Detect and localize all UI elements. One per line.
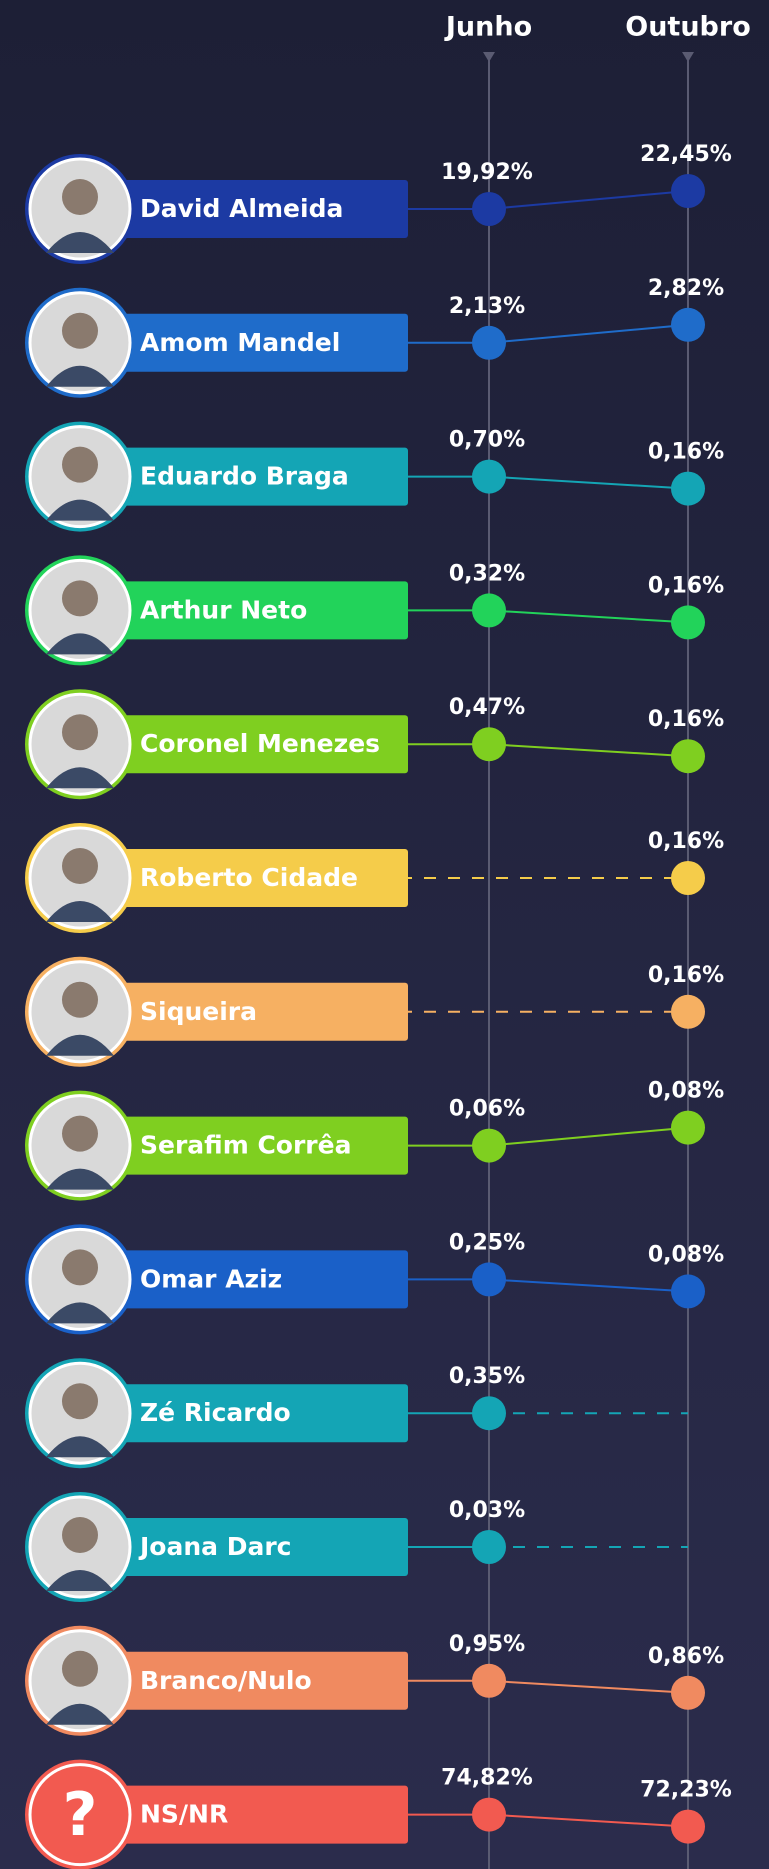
value-dot xyxy=(671,1274,705,1308)
value-label: 0,35% xyxy=(449,1364,525,1389)
value-label: 0,70% xyxy=(449,428,525,453)
candidate-name: Roberto Cidade xyxy=(140,863,358,892)
value-label: 0,16% xyxy=(648,440,724,465)
value-dot xyxy=(472,727,506,761)
value-label: 0,32% xyxy=(449,561,525,586)
value-dot xyxy=(671,308,705,342)
value-dot xyxy=(671,472,705,506)
value-dot xyxy=(472,1396,506,1430)
value-dot xyxy=(472,1664,506,1698)
candidate-name: Joana Darc xyxy=(138,1532,292,1561)
value-dot xyxy=(472,326,506,360)
avatar-head xyxy=(62,1651,98,1687)
page: Junho Outubro David Almeida 19,92% 22,45% Amo… xyxy=(0,0,769,1869)
avatar-head xyxy=(62,447,98,483)
column-header: Outubro xyxy=(625,12,751,43)
value-label: 0,08% xyxy=(648,1079,724,1104)
candidate-name: Omar Aziz xyxy=(140,1264,282,1293)
candidate-name: Eduardo Braga xyxy=(140,462,349,491)
value-label: 0,25% xyxy=(449,1230,525,1255)
value-label: 0,86% xyxy=(648,1644,724,1669)
value-label: 22,45% xyxy=(640,142,732,167)
candidate-name: Zé Ricardo xyxy=(140,1398,291,1427)
candidate-name: NS/NR xyxy=(140,1800,228,1829)
avatar-head xyxy=(62,982,98,1018)
candidate-name: David Almeida xyxy=(140,194,343,223)
value-dot xyxy=(671,1111,705,1145)
avatar-head xyxy=(62,848,98,884)
avatar-head xyxy=(62,580,98,616)
avatar-head xyxy=(62,313,98,349)
value-label: 0,95% xyxy=(449,1632,525,1657)
value-label: 72,23% xyxy=(640,1778,732,1803)
chart: Junho Outubro David Almeida 19,92% 22,45% Amo… xyxy=(0,0,769,1869)
value-dot xyxy=(671,174,705,208)
avatar-head xyxy=(62,714,98,750)
candidate-name: Amom Mandel xyxy=(140,328,340,357)
value-dot xyxy=(671,995,705,1029)
value-label: 0,47% xyxy=(449,695,525,720)
value-label: 19,92% xyxy=(441,160,533,185)
avatar-icon: ? xyxy=(63,1780,98,1850)
value-label: 0,16% xyxy=(648,829,724,854)
value-label: 74,82% xyxy=(441,1766,533,1791)
value-label: 0,16% xyxy=(648,963,724,988)
value-label: 2,13% xyxy=(449,294,525,319)
value-dot xyxy=(472,1798,506,1832)
value-label: 0,16% xyxy=(648,573,724,598)
value-dot xyxy=(671,861,705,895)
avatar-head xyxy=(62,1517,98,1553)
value-label: 0,16% xyxy=(648,707,724,732)
avatar-head xyxy=(62,1383,98,1419)
avatar-head xyxy=(62,1249,98,1285)
candidate-name: Coronel Menezes xyxy=(140,729,380,758)
value-dot xyxy=(671,605,705,639)
value-label: 0,08% xyxy=(648,1242,724,1267)
column-header: Junho xyxy=(444,12,532,43)
value-label: 2,82% xyxy=(648,276,724,301)
value-dot xyxy=(472,1530,506,1564)
value-dot xyxy=(472,192,506,226)
candidate-name: Arthur Neto xyxy=(140,595,307,624)
value-dot xyxy=(671,739,705,773)
value-dot xyxy=(472,1129,506,1163)
value-dot xyxy=(472,593,506,627)
avatar-head xyxy=(62,179,98,215)
value-label: 0,03% xyxy=(449,1498,525,1523)
candidate-name: Siqueira xyxy=(140,997,257,1026)
value-dot xyxy=(472,460,506,494)
candidate-name: Serafim Corrêa xyxy=(140,1131,351,1160)
value-dot xyxy=(472,1262,506,1296)
candidate-name: Branco/Nulo xyxy=(140,1666,312,1695)
avatar-head xyxy=(62,1116,98,1152)
value-dot xyxy=(671,1810,705,1844)
value-dot xyxy=(671,1676,705,1710)
value-label: 0,06% xyxy=(449,1097,525,1122)
